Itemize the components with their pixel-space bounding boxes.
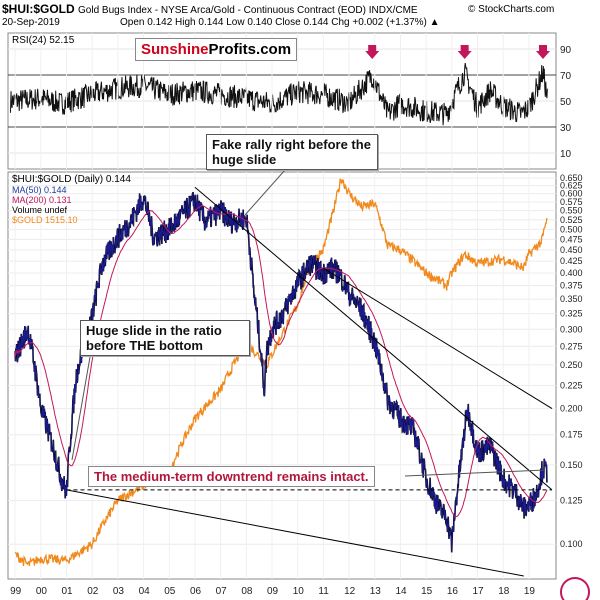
y-tick-label: 0.150 <box>560 460 583 470</box>
x-tick-label: 09 <box>267 586 279 597</box>
x-tick-label: 07 <box>216 586 228 597</box>
callout-pointer <box>71 356 91 461</box>
y-tick-label: 0.350 <box>560 294 583 304</box>
x-tick-label: 17 <box>473 586 485 597</box>
ohlc-quote: Open 0.142 High 0.144 Low 0.140 Close 0.… <box>120 17 440 28</box>
y-tick-label: 0.550 <box>560 206 583 216</box>
downtrend-banner: The medium-term downtrend remains intact… <box>88 466 375 487</box>
y-tick-label: 0.375 <box>560 281 583 291</box>
rsi-line <box>10 62 548 126</box>
rsi-tick-label: 10 <box>560 149 572 160</box>
x-tick-label: 18 <box>498 586 510 597</box>
y-tick-label: 0.400 <box>560 268 583 278</box>
x-tick-label: 05 <box>164 586 176 597</box>
legend-volume: Volume undef <box>12 205 68 215</box>
down-arrow-icon <box>457 45 472 59</box>
y-tick-label: 0.325 <box>560 309 583 319</box>
legend: $HUI:$GOLD (Daily) 0.144 MA(50) 0.144 MA… <box>12 174 131 226</box>
x-tick-label: 16 <box>447 586 459 597</box>
y-tick-label: 0.500 <box>560 224 583 234</box>
y-tick-label: 0.250 <box>560 360 583 370</box>
x-tick-label: 08 <box>241 586 253 597</box>
x-tick-label: 02 <box>87 586 99 597</box>
brand-sunshine: Sunshine <box>141 41 209 58</box>
rsi-title: RSI(24) 52.15 <box>12 35 75 46</box>
x-tick-label: 12 <box>344 586 356 597</box>
trendline-upper-resistance <box>194 186 553 491</box>
down-arrow-icon <box>365 45 380 59</box>
rsi-tick-label: 70 <box>560 71 572 82</box>
trendline-lower-support <box>66 489 524 577</box>
x-tick-label: 19 <box>524 586 536 597</box>
trendline-long-resistance <box>323 267 553 410</box>
y-tick-label: 0.200 <box>560 404 583 414</box>
legend-ma50: MA(50) 0.144 <box>12 185 67 195</box>
y-tick-label: 0.300 <box>560 324 583 334</box>
y-tick-label: 0.125 <box>560 496 583 506</box>
x-tick-label: 14 <box>395 586 407 597</box>
gold-line <box>14 178 548 567</box>
callout-fake-rally: Fake rally right before the huge slide <box>206 134 378 170</box>
brand-logo: SunshineProfits.com <box>135 38 298 61</box>
y-tick-label: 0.450 <box>560 245 583 255</box>
callout-huge-slide: Huge slide in the ratio before THE botto… <box>80 320 250 356</box>
y-tick-label: 0.600 <box>560 189 583 199</box>
legend-gold: $GOLD 1515.10 <box>12 215 78 225</box>
chart-date: 20-Sep-2019 <box>2 17 60 28</box>
ma200-line <box>14 205 548 518</box>
ratio-line-overlay <box>14 192 548 553</box>
x-tick-label: 01 <box>62 586 74 597</box>
callout-pointer <box>404 469 546 477</box>
chart-symbol: $HUI:$GOLD <box>2 2 75 16</box>
y-tick-label: 0.275 <box>560 341 583 351</box>
y-tick-label: 0.100 <box>560 539 583 549</box>
x-tick-label: 15 <box>421 586 433 597</box>
y-tick-label: 0.425 <box>560 256 583 266</box>
legend-ma200: MA(200) 0.131 <box>12 195 72 205</box>
x-tick-label: 11 <box>318 586 329 597</box>
circle-icon <box>560 577 590 600</box>
legend-main: $HUI:$GOLD (Daily) 0.144 <box>12 174 131 185</box>
x-tick-label: 03 <box>113 586 125 597</box>
y-tick-label: 0.175 <box>560 430 583 440</box>
x-tick-label: 99 <box>10 586 22 597</box>
x-tick-label: 04 <box>139 586 151 597</box>
copyright: © StockCharts.com <box>468 4 555 15</box>
x-tick-label: 13 <box>370 586 382 597</box>
y-tick-label: 0.475 <box>560 234 583 244</box>
rsi-tick-label: 50 <box>560 97 572 108</box>
down-arrow-icon <box>536 45 551 59</box>
x-tick-label: 06 <box>190 586 202 597</box>
rsi-tick-label: 90 <box>560 45 572 56</box>
brand-profits: Profits.com <box>208 41 292 58</box>
y-tick-label: 0.575 <box>560 197 583 207</box>
y-tick-label: 0.650 <box>560 173 583 183</box>
x-tick-label: 00 <box>36 586 48 597</box>
y-tick-label: 0.625 <box>560 181 583 191</box>
rsi-tick-label: 30 <box>560 123 572 134</box>
chart-description: Gold Bugs Index - NYSE Arca/Gold - Conti… <box>78 5 418 16</box>
y-tick-label: 0.525 <box>560 215 583 225</box>
x-tick-label: 10 <box>293 586 305 597</box>
y-tick-label: 0.225 <box>560 381 583 391</box>
callout-pointer <box>244 169 286 216</box>
